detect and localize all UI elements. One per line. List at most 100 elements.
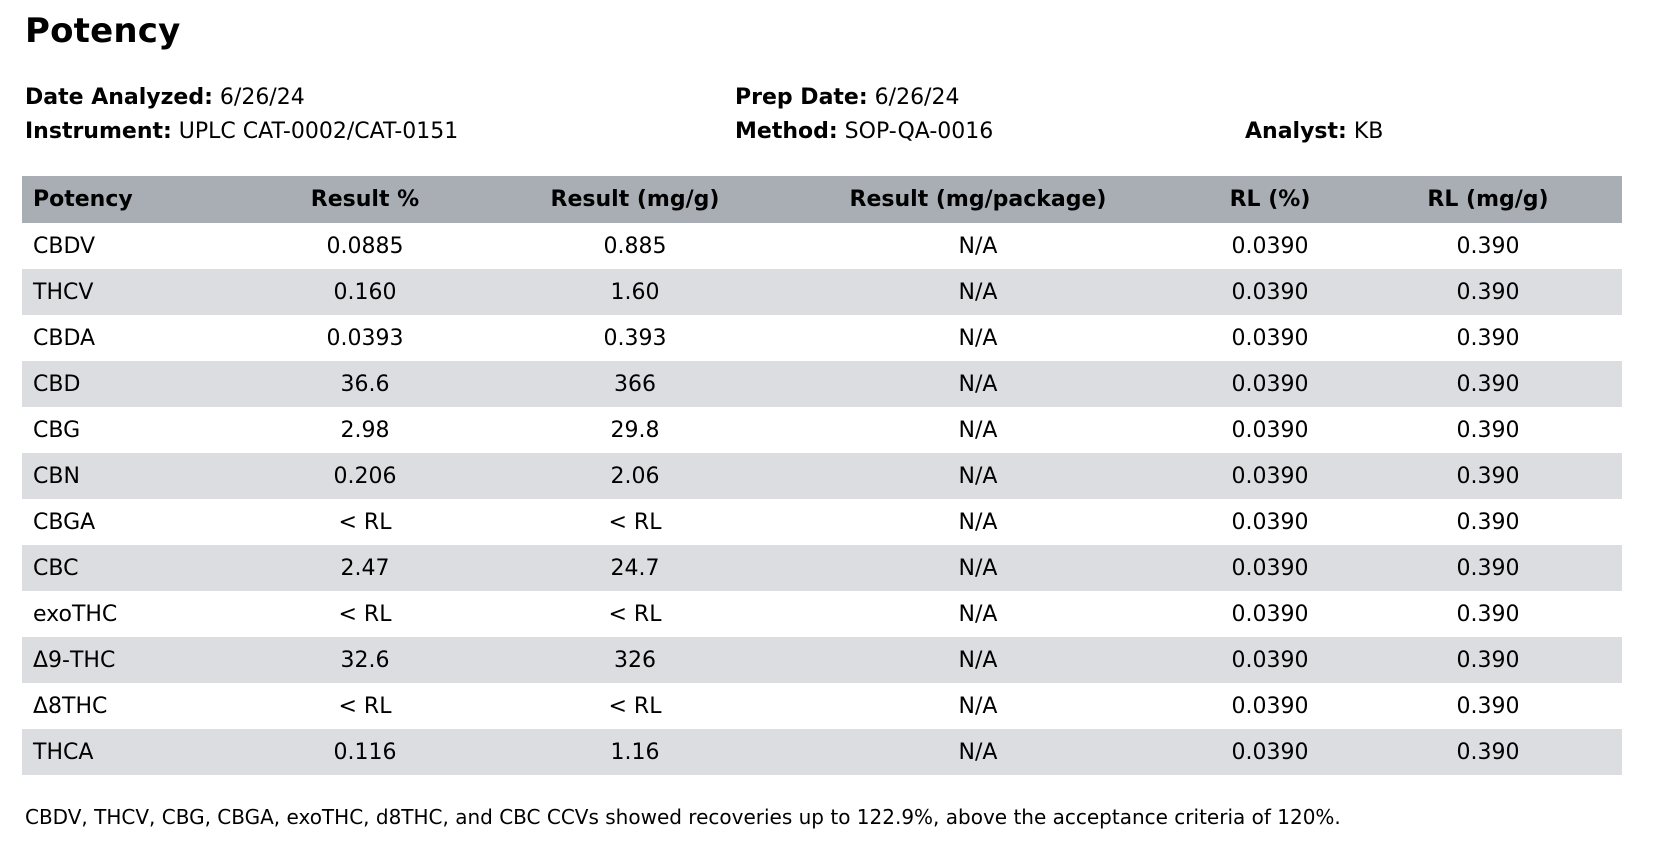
cell-result-mg-package: N/A — [958, 233, 998, 259]
cell-result-percent: 0.206 — [333, 463, 397, 489]
cell-result-mg-g: < RL — [608, 601, 662, 627]
cell-result-mg-g: 24.7 — [610, 555, 660, 581]
cell-rl-percent: 0.0390 — [1231, 417, 1309, 443]
table-row: CBGA < RL < RL N/A 0.0390 0.390 — [22, 499, 1622, 545]
cell-result-mg-g: 0.885 — [603, 233, 667, 259]
cell-result-percent: 0.160 — [333, 279, 397, 305]
cell-analyte-name: CBDV — [33, 233, 96, 259]
cell-rl-mg-g: 0.390 — [1456, 647, 1520, 673]
prep-date-label: Prep Date: — [735, 85, 868, 111]
cell-result-percent: < RL — [338, 601, 392, 627]
cell-result-mg-g: 1.16 — [610, 739, 660, 765]
cell-analyte-name: THCV — [33, 279, 94, 305]
cell-result-percent: 36.6 — [340, 371, 390, 397]
table-row: THCV 0.160 1.60 N/A 0.0390 0.390 — [22, 269, 1622, 316]
meta-spacer — [1245, 85, 1631, 110]
cell-result-mg-g: 1.60 — [610, 279, 660, 305]
report-metadata: Date Analyzed: 6/26/24 Prep Date: 6/26/2… — [25, 85, 1631, 144]
cell-rl-percent: 0.0390 — [1231, 647, 1309, 673]
cell-analyte-name: exoTHC — [33, 601, 118, 627]
table-row: Δ8THC < RL < RL N/A 0.0390 0.390 — [22, 683, 1622, 729]
cell-analyte-name: CBN — [33, 463, 80, 489]
column-header-result-mg-g: Result (mg/g) — [550, 187, 720, 213]
cell-result-mg-package: N/A — [958, 601, 998, 627]
cell-rl-mg-g: 0.390 — [1456, 739, 1520, 765]
cell-rl-mg-g: 0.390 — [1456, 509, 1520, 535]
instrument-field: Instrument: UPLC CAT-0002/CAT-0151 — [25, 119, 735, 144]
analyst-field: Analyst: KB — [1245, 119, 1631, 144]
table-row: CBD 36.6 366 N/A 0.0390 0.390 — [22, 361, 1622, 408]
cell-result-mg-g: < RL — [608, 509, 662, 535]
cell-result-mg-g: 326 — [614, 647, 656, 673]
table-row: Δ9-THC 32.6 326 N/A 0.0390 0.390 — [22, 637, 1622, 684]
cell-analyte-name: CBC — [33, 555, 79, 581]
cell-result-percent: 0.116 — [333, 739, 397, 765]
cell-rl-mg-g: 0.390 — [1456, 693, 1520, 719]
cell-result-percent: 32.6 — [340, 647, 390, 673]
method-value: SOP-QA-0016 — [844, 119, 994, 145]
table-row: CBG 2.98 29.8 N/A 0.0390 0.390 — [22, 407, 1622, 453]
cell-result-mg-package: N/A — [958, 647, 998, 673]
analyst-label: Analyst: — [1245, 119, 1347, 145]
cell-result-mg-g: < RL — [608, 693, 662, 719]
cell-result-mg-package: N/A — [958, 279, 998, 305]
cell-rl-percent: 0.0390 — [1231, 279, 1309, 305]
table-row: CBDV 0.0885 0.885 N/A 0.0390 0.390 — [22, 223, 1622, 269]
cell-rl-percent: 0.0390 — [1231, 601, 1309, 627]
column-header-rl-percent: RL (%) — [1229, 187, 1311, 213]
cell-result-percent: 2.98 — [340, 417, 390, 443]
table-row: CBDA 0.0393 0.393 N/A 0.0390 0.390 — [22, 315, 1622, 361]
cell-rl-percent: 0.0390 — [1231, 371, 1309, 397]
date-analyzed-field: Date Analyzed: 6/26/24 — [25, 85, 735, 110]
cell-rl-mg-g: 0.390 — [1456, 371, 1520, 397]
ccv-footnote: CBDV, THCV, CBG, CBGA, exoTHC, d8THC, an… — [25, 805, 1341, 830]
cell-analyte-name: Δ9-THC — [33, 647, 116, 673]
cell-result-mg-package: N/A — [958, 739, 998, 765]
cell-rl-percent: 0.0390 — [1231, 693, 1309, 719]
date-analyzed-label: Date Analyzed: — [25, 85, 213, 111]
cell-result-mg-g: 2.06 — [610, 463, 660, 489]
table-header: Potency Result % Result (mg/g) Result (m… — [22, 176, 1622, 224]
cell-result-mg-g: 29.8 — [610, 417, 660, 443]
table-body: CBDV 0.0885 0.885 N/A 0.0390 0.390 THCV 0.160 1.… — [22, 223, 1622, 776]
analyst-value: KB — [1353, 119, 1384, 145]
cell-rl-percent: 0.0390 — [1231, 555, 1309, 581]
cell-result-percent: < RL — [338, 509, 392, 535]
cell-rl-mg-g: 0.390 — [1456, 233, 1520, 259]
potency-table: Potency Result % Result (mg/g) Result (m… — [22, 176, 1622, 776]
cell-result-percent: < RL — [338, 693, 392, 719]
cell-rl-mg-g: 0.390 — [1456, 555, 1520, 581]
date-analyzed-value: 6/26/24 — [219, 85, 305, 111]
cell-rl-percent: 0.0390 — [1231, 463, 1309, 489]
table-row: exoTHC < RL < RL N/A 0.0390 0.390 — [22, 591, 1622, 637]
cell-result-mg-package: N/A — [958, 371, 998, 397]
cell-rl-percent: 0.0390 — [1231, 739, 1309, 765]
header-row: Potency Result % Result (mg/g) Result (m… — [22, 176, 1622, 224]
cell-rl-mg-g: 0.390 — [1456, 325, 1520, 351]
cell-result-mg-package: N/A — [958, 555, 998, 581]
cell-analyte-name: CBG — [33, 417, 81, 443]
cell-analyte-name: CBGA — [33, 509, 96, 535]
cell-rl-percent: 0.0390 — [1231, 233, 1309, 259]
column-header-result-mg-package: Result (mg/package) — [849, 187, 1107, 213]
prep-date-value: 6/26/24 — [874, 85, 960, 111]
cell-result-mg-package: N/A — [958, 463, 998, 489]
cell-rl-mg-g: 0.390 — [1456, 417, 1520, 443]
column-header-potency: Potency — [33, 187, 133, 213]
cell-result-percent: 0.0393 — [326, 325, 404, 351]
cell-result-percent: 2.47 — [340, 555, 390, 581]
cell-analyte-name: CBD — [33, 371, 81, 397]
cell-result-mg-g: 366 — [614, 371, 656, 397]
prep-date-field: Prep Date: 6/26/24 — [735, 85, 1245, 110]
column-header-rl-mg-g: RL (mg/g) — [1427, 187, 1549, 213]
table-row: CBN 0.206 2.06 N/A 0.0390 0.390 — [22, 453, 1622, 500]
instrument-value: UPLC CAT-0002/CAT-0151 — [178, 119, 459, 145]
cell-result-mg-package: N/A — [958, 325, 998, 351]
cell-result-mg-package: N/A — [958, 693, 998, 719]
page-title: Potency — [25, 11, 181, 51]
cell-rl-mg-g: 0.390 — [1456, 463, 1520, 489]
instrument-label: Instrument: — [25, 119, 172, 145]
method-field: Method: SOP-QA-0016 — [735, 119, 1245, 144]
cell-analyte-name: CBDA — [33, 325, 96, 351]
